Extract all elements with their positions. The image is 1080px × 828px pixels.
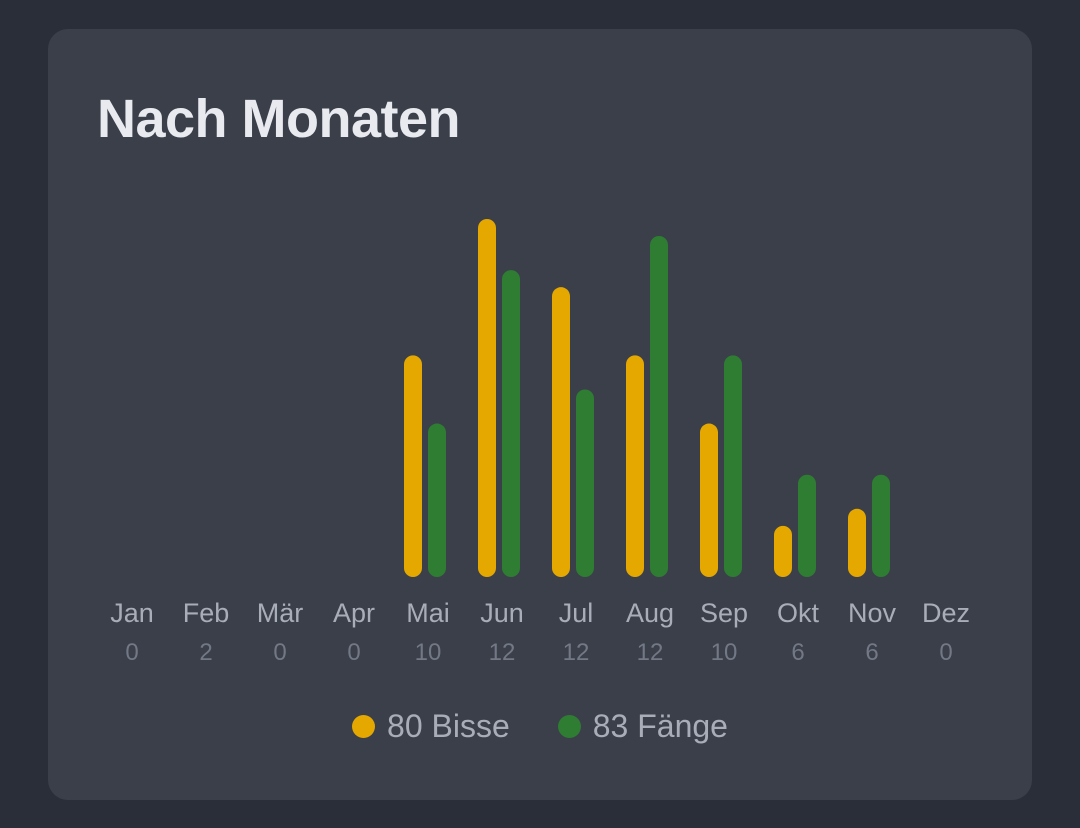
monthly-chart-card bbox=[48, 29, 1032, 800]
month-label: Dez bbox=[922, 598, 970, 628]
month-count-label: 0 bbox=[125, 639, 138, 666]
bar-bisse-9 bbox=[774, 525, 792, 577]
month-count-label: 0 bbox=[939, 639, 952, 666]
month-label: Jun bbox=[480, 598, 524, 628]
month-count-label: 0 bbox=[273, 639, 286, 666]
month-count-label: 10 bbox=[415, 639, 442, 666]
bar-bisse-10 bbox=[848, 508, 866, 577]
bar-faenge-5 bbox=[502, 270, 520, 577]
legend-dot-bisse bbox=[352, 715, 376, 738]
bar-bisse-6 bbox=[552, 287, 570, 577]
month-count-label: 0 bbox=[347, 639, 360, 666]
legend-label-bisse: 80 Bisse bbox=[387, 708, 510, 744]
legend-item-faenge: 83 Fänge bbox=[557, 708, 728, 745]
chart-legend: 80 Bisse 83 Fänge bbox=[0, 708, 1080, 745]
month-count-label: 10 bbox=[711, 639, 738, 666]
month-label: Sep bbox=[700, 598, 748, 628]
month-count-label: 6 bbox=[791, 639, 804, 666]
bar-bisse-8 bbox=[700, 423, 718, 577]
bar-faenge-6 bbox=[576, 389, 594, 577]
month-label: Mär bbox=[257, 598, 304, 628]
month-count-label: 2 bbox=[199, 639, 212, 666]
card-title: Nach Monaten bbox=[97, 89, 461, 149]
month-label: Aug bbox=[626, 598, 674, 628]
month-label: Jan bbox=[110, 598, 154, 628]
legend-item-bisse: 80 Bisse bbox=[352, 708, 510, 745]
bar-bisse-7 bbox=[626, 355, 644, 577]
bar-faenge-4 bbox=[428, 423, 446, 577]
bar-bisse-4 bbox=[404, 355, 422, 577]
month-label: Jul bbox=[559, 598, 594, 628]
legend-dot-faenge bbox=[557, 715, 581, 738]
bar-bisse-5 bbox=[478, 218, 496, 577]
bar-faenge-10 bbox=[872, 474, 890, 577]
month-label: Nov bbox=[848, 598, 897, 628]
month-count-label: 6 bbox=[865, 639, 878, 666]
month-label: Apr bbox=[333, 598, 375, 628]
bar-faenge-7 bbox=[650, 236, 668, 577]
bar-faenge-8 bbox=[724, 355, 742, 577]
month-label: Feb bbox=[183, 598, 230, 628]
month-count-label: 12 bbox=[489, 639, 516, 666]
legend-label-faenge: 83 Fänge bbox=[592, 708, 728, 744]
month-count-label: 12 bbox=[637, 639, 664, 666]
month-count-label: 12 bbox=[563, 639, 590, 666]
bar-faenge-9 bbox=[798, 474, 816, 577]
month-label: Okt bbox=[777, 598, 820, 628]
month-label: Mai bbox=[406, 598, 450, 628]
